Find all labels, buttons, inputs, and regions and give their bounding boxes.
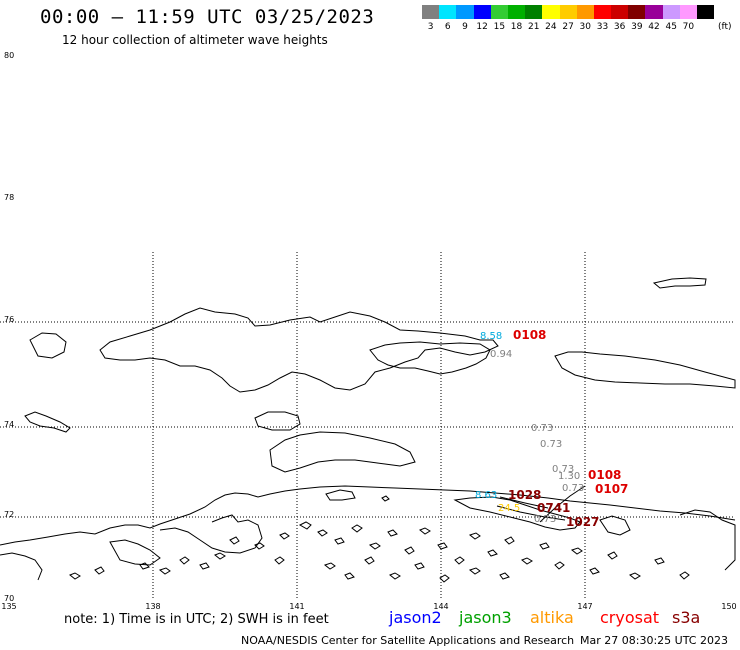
latitude-label: 74 (4, 420, 14, 429)
legend-label: 39 (631, 22, 643, 32)
wave-height-label: 1.30 (558, 471, 580, 482)
latitude-label: 70 (4, 594, 14, 603)
legend-swatch (611, 5, 629, 19)
legend-item: 6 (439, 5, 457, 32)
legend-label: 21 (527, 22, 540, 32)
wave-height-label: 24.5 (498, 503, 520, 514)
legend-swatch (559, 5, 577, 19)
legend-item: 36 (611, 5, 629, 32)
wave-height-label: 0.73 (552, 464, 574, 475)
longitude-label: 147 (577, 602, 592, 611)
chart-title: 00:00 – 11:59 UTC 03/25/2023 (40, 6, 375, 28)
satellite-name: jason2 (389, 608, 442, 627)
satellite-tracks (496, 485, 586, 523)
legend-item: 9 (456, 5, 474, 32)
legend-label: 27 (562, 22, 574, 32)
legend-item: 21 (525, 5, 543, 32)
legend-swatch (422, 5, 440, 19)
legend-label: 24 (545, 22, 557, 32)
coastal-islets (69, 495, 690, 583)
legend-label: 6 (444, 22, 451, 32)
satellite-name: altika (530, 608, 574, 627)
legend-swatch (645, 5, 663, 19)
longitude-label: 144 (433, 602, 448, 611)
credit-line: NOAA/NESDIS Center for Satellite Applica… (241, 634, 575, 647)
legend-label: 30 (579, 22, 591, 32)
legend-swatch (542, 5, 560, 19)
legend-swatch (507, 5, 526, 19)
legend-swatch (439, 5, 457, 19)
legend-swatch (456, 5, 474, 19)
legend-swatch (628, 5, 646, 19)
longitude-label: 138 (145, 602, 160, 611)
legend-item: 27 (559, 5, 577, 32)
legend-item (697, 5, 715, 32)
latitude-label: 76 (4, 315, 14, 324)
wave-height-label: 0.94 (490, 349, 512, 360)
legend-item: 45 (662, 5, 680, 32)
legend-label: 45 (665, 22, 677, 32)
legend-item: 70 (679, 5, 697, 32)
graticule (0, 252, 735, 600)
legend-label: 36 (613, 22, 626, 32)
latitude-label: 78 (4, 193, 14, 202)
longitude-label: 150 (721, 602, 736, 611)
legend-label: 12 (476, 22, 488, 32)
wave-height-label: 0.73 (562, 483, 584, 494)
chart-subtitle: 12 hour collection of altimeter wave hei… (62, 33, 328, 47)
legend-swatch (662, 5, 680, 19)
legend-item: 33 (593, 5, 612, 32)
coastlines (0, 277, 736, 581)
legend-label: 33 (596, 22, 609, 32)
legend-label: 70 (682, 22, 695, 32)
generated-timestamp: Mar 27 08:30:25 UTC 2023 (580, 634, 728, 647)
latitude-label: 80 (4, 51, 14, 60)
footnote: note: 1) Time is in UTC; 2) SWH is in fe… (64, 612, 329, 627)
legend-swatch (525, 5, 543, 19)
pass-time-label: 0108 (513, 328, 546, 342)
pass-time-label: 0741 (537, 501, 570, 515)
legend-item: 12 (473, 5, 491, 32)
latitude-labels: 80 78 76 74 72 70 (4, 51, 14, 603)
legend-unit: (ft) (718, 22, 732, 32)
latitude-label: 72 (4, 510, 14, 519)
legend-label: 42 (648, 22, 660, 32)
pass-time-label: 1027 (566, 515, 599, 529)
pass-time-label: 0107 (595, 482, 628, 496)
legend-swatch (576, 5, 594, 19)
legend-label: 9 (462, 22, 468, 32)
legend-swatch (490, 5, 508, 19)
wave-height-label: 0.73 (534, 514, 556, 525)
wave-height-label: 8.58 (480, 331, 502, 342)
satellite-name: s3a (672, 608, 701, 627)
legend-swatch (473, 5, 491, 19)
wave-height-label: 8.63 (475, 490, 497, 501)
wave-height-label: 0.73 (540, 439, 562, 450)
legend-label: 15 (493, 22, 506, 32)
legend-label: 18 (510, 22, 523, 32)
longitude-label: 141 (289, 602, 304, 611)
legend-item: 42 (645, 5, 663, 32)
legend-item: 24 (542, 5, 560, 32)
legend-label: 3 (427, 22, 434, 32)
legend-item: 18 (507, 5, 526, 32)
longitude-labels: 135 138 141 144 147 150 (1, 602, 736, 611)
pass-time-label: 1028 (508, 488, 541, 502)
longitude-label: 135 (1, 602, 16, 611)
legend-item: 39 (628, 5, 646, 32)
pass-time-label: 0108 (588, 468, 621, 482)
satellite-name: jason3 (459, 608, 512, 627)
legend-swatch (679, 5, 697, 19)
legend-item: 15 (490, 5, 508, 32)
color-scale-legend: 3 6 9 12 15 18 21 24 27 30 33 36 39 42 45 70 (422, 5, 715, 32)
legend-swatch (593, 5, 612, 19)
legend-item: 30 (576, 5, 594, 32)
legend-item: 3 (422, 5, 440, 32)
wave-height-label: 0.73 (531, 423, 553, 434)
satellite-name: cryosat (600, 608, 660, 627)
legend-swatch (697, 5, 715, 19)
